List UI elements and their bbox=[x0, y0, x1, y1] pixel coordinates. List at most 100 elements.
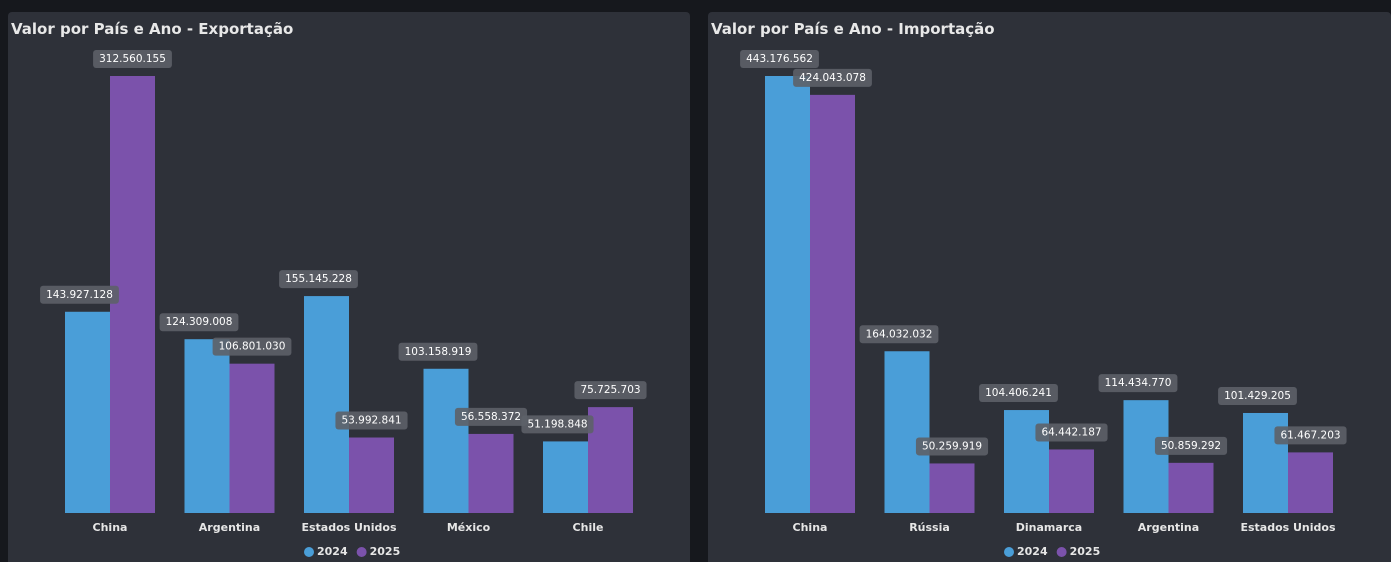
data-label: 164.032.032 bbox=[859, 325, 939, 344]
data-label-text: 114.434.770 bbox=[1105, 377, 1172, 389]
legend-label: 2025 bbox=[370, 545, 401, 558]
data-label: 61.467.203 bbox=[1274, 426, 1347, 445]
data-label-box bbox=[93, 50, 172, 68]
data-label-text: 61.467.203 bbox=[1280, 429, 1340, 441]
data-label-box bbox=[1098, 374, 1178, 393]
legend-swatch bbox=[1004, 547, 1014, 557]
bar bbox=[1049, 449, 1094, 513]
data-label-text: 124.309.008 bbox=[166, 316, 233, 328]
data-label-box bbox=[793, 68, 872, 87]
bar bbox=[588, 407, 633, 513]
data-label-text: 443.176.562 bbox=[746, 53, 813, 65]
x-tick-label: Estados Unidos bbox=[301, 521, 397, 534]
data-label-text: 106.801.030 bbox=[219, 341, 286, 353]
bar bbox=[1288, 452, 1333, 513]
data-label: 114.434.770 bbox=[1098, 374, 1178, 393]
data-label-text: 64.442.187 bbox=[1041, 426, 1101, 438]
data-label-text: 56.558.372 bbox=[461, 411, 521, 423]
legend-label: 2024 bbox=[1017, 545, 1048, 558]
data-label: 56.558.372 bbox=[454, 407, 528, 426]
legend-label: 2025 bbox=[1070, 545, 1101, 558]
data-label-box bbox=[279, 270, 358, 289]
legend-swatch bbox=[356, 547, 367, 557]
data-label: 75.725.703 bbox=[574, 381, 647, 400]
data-label-text: 104.406.241 bbox=[985, 387, 1052, 399]
data-label-text: 50.259.919 bbox=[922, 440, 982, 452]
bar bbox=[765, 76, 810, 513]
data-label-box bbox=[859, 325, 939, 344]
data-label-box bbox=[1154, 436, 1228, 455]
data-label: 424.043.078 bbox=[793, 68, 872, 87]
data-label-box bbox=[159, 313, 239, 332]
x-tick-label: China bbox=[793, 521, 828, 534]
bar bbox=[65, 311, 110, 513]
bar bbox=[1123, 400, 1169, 513]
x-tick-label: Dinamarca bbox=[1016, 521, 1082, 534]
data-label-text: 155.145.228 bbox=[285, 273, 352, 285]
bar bbox=[184, 339, 230, 513]
data-label-text: 75.725.703 bbox=[580, 384, 640, 396]
bar bbox=[229, 363, 275, 513]
legend-label: 2024 bbox=[317, 545, 348, 558]
data-label: 312.560.155 bbox=[93, 50, 172, 68]
x-tick-label: México bbox=[447, 521, 491, 534]
x-tick-label: Chile bbox=[573, 521, 604, 534]
data-label-box bbox=[335, 411, 408, 430]
data-label-text: 143.927.128 bbox=[46, 289, 113, 301]
data-label-text: 53.992.841 bbox=[341, 415, 401, 427]
legend-swatch bbox=[1056, 547, 1067, 557]
data-label-text: 50.859.292 bbox=[1161, 440, 1221, 452]
data-label-box bbox=[574, 381, 647, 400]
x-tick-label: Argentina bbox=[199, 521, 260, 534]
data-label: 124.309.008 bbox=[159, 313, 239, 332]
data-label: 106.801.030 bbox=[212, 337, 292, 356]
legend-swatch bbox=[304, 547, 314, 557]
data-label-box bbox=[398, 342, 478, 361]
bar bbox=[1168, 462, 1214, 513]
bar bbox=[810, 94, 855, 513]
data-label: 443.176.562 bbox=[740, 50, 819, 68]
data-label-box bbox=[521, 415, 594, 434]
data-label-box bbox=[740, 50, 819, 68]
data-label: 51.198.848 bbox=[521, 415, 594, 434]
data-label-box bbox=[915, 437, 989, 456]
x-tick-label: China bbox=[93, 521, 128, 534]
data-label: 104.406.241 bbox=[979, 384, 1058, 403]
chart-title: Valor por País e Ano - Importação bbox=[711, 20, 995, 38]
bar bbox=[543, 441, 588, 513]
x-tick-label: Rússia bbox=[909, 521, 950, 534]
data-label-text: 101.429.205 bbox=[1224, 390, 1291, 402]
chart-title: Valor por País e Ano - Exportação bbox=[11, 20, 293, 38]
data-label: 143.927.128 bbox=[40, 285, 119, 304]
panel bbox=[708, 12, 1391, 562]
data-label-text: 312.560.155 bbox=[99, 53, 166, 65]
bar bbox=[468, 433, 514, 513]
bar bbox=[349, 437, 394, 513]
data-label: 64.442.187 bbox=[1035, 423, 1108, 442]
bar bbox=[929, 463, 975, 513]
data-label-text: 103.158.919 bbox=[405, 346, 472, 358]
data-label-box bbox=[979, 384, 1058, 403]
data-label: 50.859.292 bbox=[1154, 436, 1228, 455]
data-label: 101.429.205 bbox=[1218, 386, 1297, 405]
data-label-text: 424.043.078 bbox=[799, 72, 866, 84]
data-label: 50.259.919 bbox=[915, 437, 989, 456]
x-tick-label: Argentina bbox=[1138, 521, 1199, 534]
data-label-text: 164.032.032 bbox=[866, 328, 933, 340]
data-label: 53.992.841 bbox=[335, 411, 408, 430]
bar bbox=[884, 351, 930, 513]
data-label-box bbox=[454, 407, 528, 426]
data-label-box bbox=[1218, 386, 1297, 405]
bar bbox=[304, 296, 349, 513]
data-label-box bbox=[212, 337, 292, 356]
bar bbox=[423, 368, 469, 513]
data-label-box bbox=[40, 285, 119, 304]
data-label: 103.158.919 bbox=[398, 342, 478, 361]
x-tick-label: Estados Unidos bbox=[1240, 521, 1336, 534]
data-label: 155.145.228 bbox=[279, 270, 358, 289]
data-label-box bbox=[1274, 426, 1347, 445]
data-label-box bbox=[1035, 423, 1108, 442]
data-label-text: 51.198.848 bbox=[527, 418, 587, 430]
